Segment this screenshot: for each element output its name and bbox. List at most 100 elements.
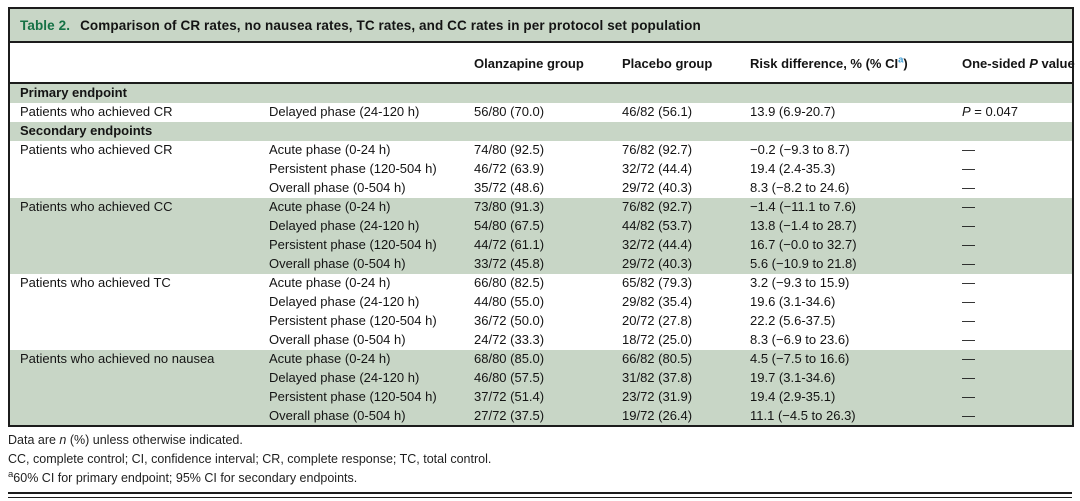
phase-cell: Overall phase (0-504 h) — [259, 254, 464, 274]
phase-cell: Persistent phase (120-504 h) — [269, 312, 437, 328]
column-header-row: Olanzapine group Placebo group Risk diff… — [9, 42, 1075, 84]
placebo-cell: 29/82 (35.4) — [622, 293, 693, 309]
endpoint-cell — [9, 387, 259, 407]
phase-cell: Delayed phase (24-120 h) — [269, 104, 420, 120]
phase-cell: Acute phase (0-24 h) — [259, 349, 464, 369]
risk-diff-cell: 13.8 (−1.4 to 28.7) — [740, 216, 952, 236]
table-footnotes: Data are n (%) unless otherwise indicate… — [8, 431, 1072, 487]
risk-diff-cell: 22.2 (5.6-37.5) — [750, 312, 836, 328]
section-header-label: Primary endpoint — [9, 83, 1073, 103]
risk-diff-cell: 19.4 (2.4-35.3) — [750, 161, 836, 177]
p-value-cell: — — [952, 197, 1073, 217]
placebo-cell: 18/72 (25.0) — [622, 331, 693, 347]
table-body: Primary endpoint Patients who achieved CR… — [9, 83, 1073, 427]
phase-cell: Acute phase (0-24 h) — [269, 274, 391, 290]
footnote-a-marker: a — [8, 468, 14, 480]
risk-diff-cell: 8.3 (−6.9 to 23.6) — [750, 331, 850, 347]
olanzapine-cell: 74/80 (92.5) — [474, 142, 545, 158]
table-row: Overall phase (0-504 h) 33/72 (45.8) 29/72… — [9, 254, 1073, 274]
empty-header — [9, 42, 259, 84]
endpoint-cell — [9, 160, 259, 179]
table-row: Overall phase (0-504 h) 27/72 (37.5) 19/72… — [9, 406, 1073, 427]
footnote-ci-definition: a60% CI for primary endpoint; 95% CI for… — [8, 468, 358, 485]
olanzapine-cell: 27/72 (37.5) — [464, 406, 612, 427]
phase-cell: Delayed phase (24-120 h) — [259, 216, 464, 236]
placebo-cell: 44/82 (53.7) — [612, 216, 740, 236]
table-row: Delayed phase (24-120 h) 54/80 (67.5) 44/8… — [9, 216, 1073, 236]
p-value-cell: — — [962, 312, 975, 328]
table-row: Patients who achieved CR Delayed phase (2… — [9, 103, 1073, 122]
table-row: Delayed phase (24-120 h) 46/80 (57.5) 31/8… — [9, 368, 1073, 388]
table-row: Persistent phase (120-504 h) 37/72 (51.4)… — [9, 387, 1073, 407]
placebo-column-header: Placebo group — [612, 42, 740, 84]
endpoint-cell: Patients who achieved CR — [20, 142, 173, 158]
table-title: Table 2. Comparison of CR rates, no nause… — [9, 8, 1073, 43]
risk-diff-cell: 19.4 (2.9-35.1) — [740, 387, 952, 407]
table-row: Patients who achieved CR Acute phase (0-2… — [9, 141, 1073, 160]
p-value-cell: — — [962, 331, 975, 347]
endpoint-cell — [9, 254, 259, 274]
section-header-row: Primary endpoint — [9, 83, 1073, 103]
phase-cell: Persistent phase (120-504 h) — [269, 161, 437, 177]
risk-diff-cell: 8.3 (−8.2 to 24.6) — [750, 180, 850, 196]
placebo-cell: 32/72 (44.4) — [612, 235, 740, 255]
placebo-cell: 65/82 (79.3) — [622, 274, 693, 290]
olanzapine-cell: 44/80 (55.0) — [474, 293, 545, 309]
placebo-cell: 32/72 (44.4) — [622, 161, 693, 177]
olanzapine-cell: 44/72 (61.1) — [464, 235, 612, 255]
p-value-cell: P = 0.047 — [962, 104, 1019, 120]
olanzapine-cell: 66/80 (82.5) — [474, 274, 545, 290]
phase-cell: Acute phase (0-24 h) — [269, 142, 391, 158]
phase-cell: Delayed phase (24-120 h) — [269, 293, 420, 309]
p-value-cell: — — [952, 349, 1073, 369]
olanzapine-cell: 73/80 (91.3) — [464, 197, 612, 217]
placebo-cell: 19/72 (26.4) — [612, 406, 740, 427]
olanzapine-cell: 37/72 (51.4) — [464, 387, 612, 407]
placebo-cell: 29/72 (40.3) — [622, 180, 693, 196]
risk-diff-cell: 5.6 (−10.9 to 21.8) — [740, 254, 952, 274]
placebo-cell: 76/82 (92.7) — [612, 197, 740, 217]
footnote-data-note: Data are n (%) unless otherwise indicate… — [8, 433, 243, 448]
olanzapine-cell: 46/72 (63.9) — [474, 161, 545, 177]
risk-diff-cell: 4.5 (−7.5 to 16.6) — [740, 349, 952, 369]
endpoint-cell — [9, 293, 259, 312]
endpoint-cell — [9, 235, 259, 255]
olanzapine-cell: 36/72 (50.0) — [474, 312, 545, 328]
endpoint-cell — [9, 216, 259, 236]
risk-diff-cell: −1.4 (−11.1 to 7.6) — [740, 197, 952, 217]
phase-cell: Acute phase (0-24 h) — [259, 197, 464, 217]
p-value-cell: — — [962, 274, 975, 290]
olanzapine-cell: 33/72 (45.8) — [464, 254, 612, 274]
section-header-label: Secondary endpoints — [9, 121, 1073, 141]
placebo-cell: 76/82 (92.7) — [622, 142, 693, 158]
olanzapine-cell: 68/80 (85.0) — [464, 349, 612, 369]
table-title-text: Comparison of CR rates, no nausea rates,… — [80, 18, 701, 33]
p-value-cell: — — [952, 368, 1073, 388]
table-row: Patients who achieved CC Acute phase (0-2… — [9, 197, 1073, 217]
endpoint-cell — [9, 312, 259, 331]
placebo-cell: 23/72 (31.9) — [612, 387, 740, 407]
table-row: Persistent phase (120-504 h) 46/72 (63.9)… — [9, 160, 1073, 179]
placebo-cell: 46/82 (56.1) — [622, 104, 693, 120]
endpoint-cell — [9, 406, 259, 427]
table-2: Table 2. Comparison of CR rates, no nause… — [8, 7, 1075, 428]
p-value-cell: — — [952, 216, 1073, 236]
footnote-abbreviations: CC, complete control; CI, confidence int… — [8, 452, 492, 467]
endpoint-cell — [9, 368, 259, 388]
endpoint-cell: Patients who achieved CR — [20, 104, 173, 120]
placebo-cell: 29/72 (40.3) — [612, 254, 740, 274]
risk-diff-cell: −0.2 (−9.3 to 8.7) — [750, 142, 850, 158]
table-row: Patients who achieved TC Acute phase (0-2… — [9, 274, 1073, 293]
table-row: Overall phase (0-504 h) 24/72 (33.3) 18/72… — [9, 331, 1073, 350]
risk-diff-cell: 11.1 (−4.5 to 26.3) — [740, 406, 952, 427]
placebo-cell: 66/82 (80.5) — [612, 349, 740, 369]
ci-footnote-marker: a — [898, 54, 904, 66]
olanzapine-cell: 46/80 (57.5) — [464, 368, 612, 388]
risk-diff-cell: 3.2 (−9.3 to 15.9) — [750, 274, 850, 290]
table-title-row: Table 2. Comparison of CR rates, no nause… — [9, 8, 1073, 43]
p-value-cell: — — [962, 142, 975, 158]
phase-cell: Overall phase (0-504 h) — [269, 331, 406, 347]
phase-cell: Persistent phase (120-504 h) — [259, 387, 464, 407]
table-row: Persistent phase (120-504 h) 44/72 (61.1)… — [9, 235, 1073, 255]
